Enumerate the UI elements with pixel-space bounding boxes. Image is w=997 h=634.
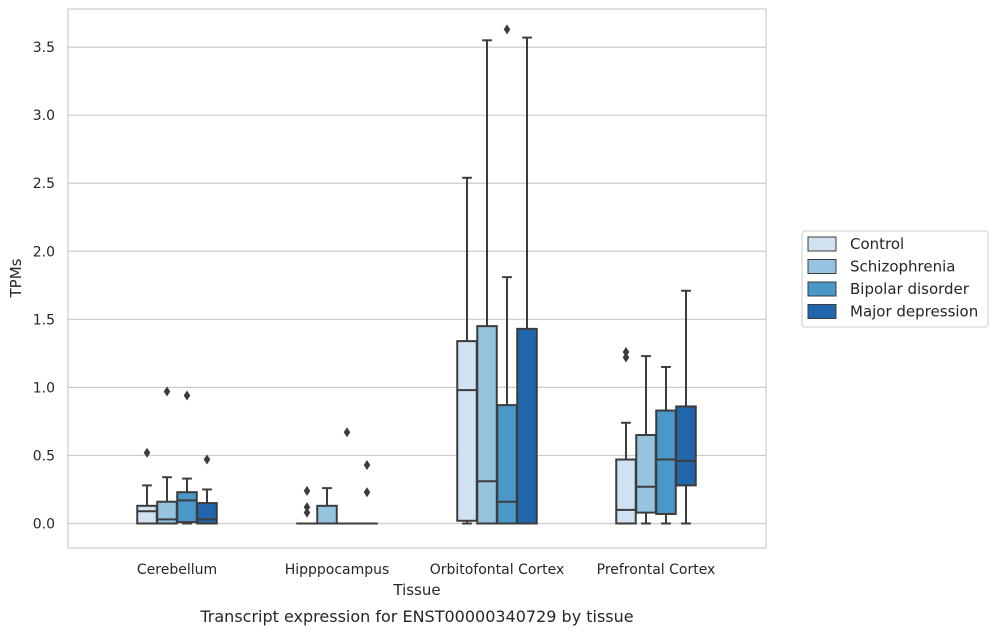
box-major-depression	[196, 454, 218, 525]
y-tick-label: 3.5	[33, 40, 55, 56]
x-tick-label: Hipppocampus	[285, 562, 390, 578]
box-bipolar-disorder	[496, 24, 518, 525]
outlier-point	[303, 485, 311, 496]
outlier-point	[363, 487, 371, 498]
box-major-depression	[675, 289, 697, 525]
box-body	[136, 504, 158, 525]
box-schizophrenia	[476, 39, 498, 525]
box-schizophrenia	[316, 487, 338, 525]
legend-swatch	[807, 236, 837, 252]
outlier-point	[183, 390, 191, 401]
y-tick-label: 1.0	[33, 380, 55, 396]
box-body	[516, 327, 538, 525]
outlier-point	[303, 502, 311, 513]
x-axis-label: Tissue	[392, 581, 440, 599]
chart-caption: Transcript expression for ENST0000034072…	[199, 607, 633, 626]
legend-label: Control	[850, 235, 904, 253]
y-tick-label: 1.5	[33, 312, 55, 328]
legend-label: Schizophrenia	[850, 258, 955, 276]
outlier-point	[203, 454, 211, 465]
legend-frame	[801, 230, 989, 328]
box-body	[456, 340, 478, 522]
legend: Control Schizophrenia Bipolar disorder Majo…	[801, 230, 989, 328]
box-body	[176, 491, 198, 524]
y-tick-label: 0.0	[33, 517, 55, 533]
outlier-point	[303, 507, 311, 518]
outlier-point	[163, 386, 171, 397]
box-body	[655, 409, 677, 515]
y-tick-label: 3.0	[33, 108, 55, 124]
outlier-point	[363, 459, 371, 470]
outlier-point	[622, 352, 630, 363]
y-axis-label: TPMs	[7, 258, 25, 298]
box-schizophrenia	[156, 386, 178, 525]
box-body	[476, 325, 498, 525]
box-body	[615, 458, 637, 525]
box-major-depression	[516, 36, 538, 525]
y-tick-labels: 0.0 0.5 1.0 1.5 2.0 2.5 3.0 3.5	[33, 40, 55, 532]
box-control	[296, 485, 318, 525]
box-body	[635, 434, 657, 514]
plot-frame	[67, 8, 767, 549]
box-bipolar-disorder	[176, 390, 198, 525]
x-tick-labels: Cerebellum Hipppocampus Orbitofontal Corte…	[137, 562, 715, 578]
legend-items: Control Schizophrenia Bipolar disorder Majo…	[807, 235, 978, 321]
legend-label: Major depression	[850, 303, 978, 321]
outlier-point	[343, 427, 351, 438]
y-tick-label: 2.0	[33, 244, 55, 260]
box-body	[196, 502, 218, 525]
box-control	[136, 447, 158, 525]
box-marks	[136, 24, 697, 525]
box-major-depression	[356, 459, 378, 525]
x-tick-label: Orbitofontal Cortex	[430, 562, 565, 578]
outlier-point	[503, 24, 511, 35]
outlier-point	[622, 347, 630, 357]
x-tick-label: Prefrontal Cortex	[597, 562, 716, 578]
box-body	[316, 504, 338, 525]
box-body	[675, 405, 697, 487]
legend-swatch	[807, 304, 837, 319]
y-tick-label: 2.5	[33, 176, 55, 192]
legend-label: Bipolar disorder	[850, 280, 970, 298]
box-body	[496, 404, 518, 525]
legend-swatch	[807, 259, 837, 274]
legend-swatch	[807, 281, 837, 297]
x-tick-label: Cerebellum	[137, 562, 217, 578]
y-tick-label: 0.5	[33, 448, 55, 464]
outlier-point	[143, 447, 151, 458]
